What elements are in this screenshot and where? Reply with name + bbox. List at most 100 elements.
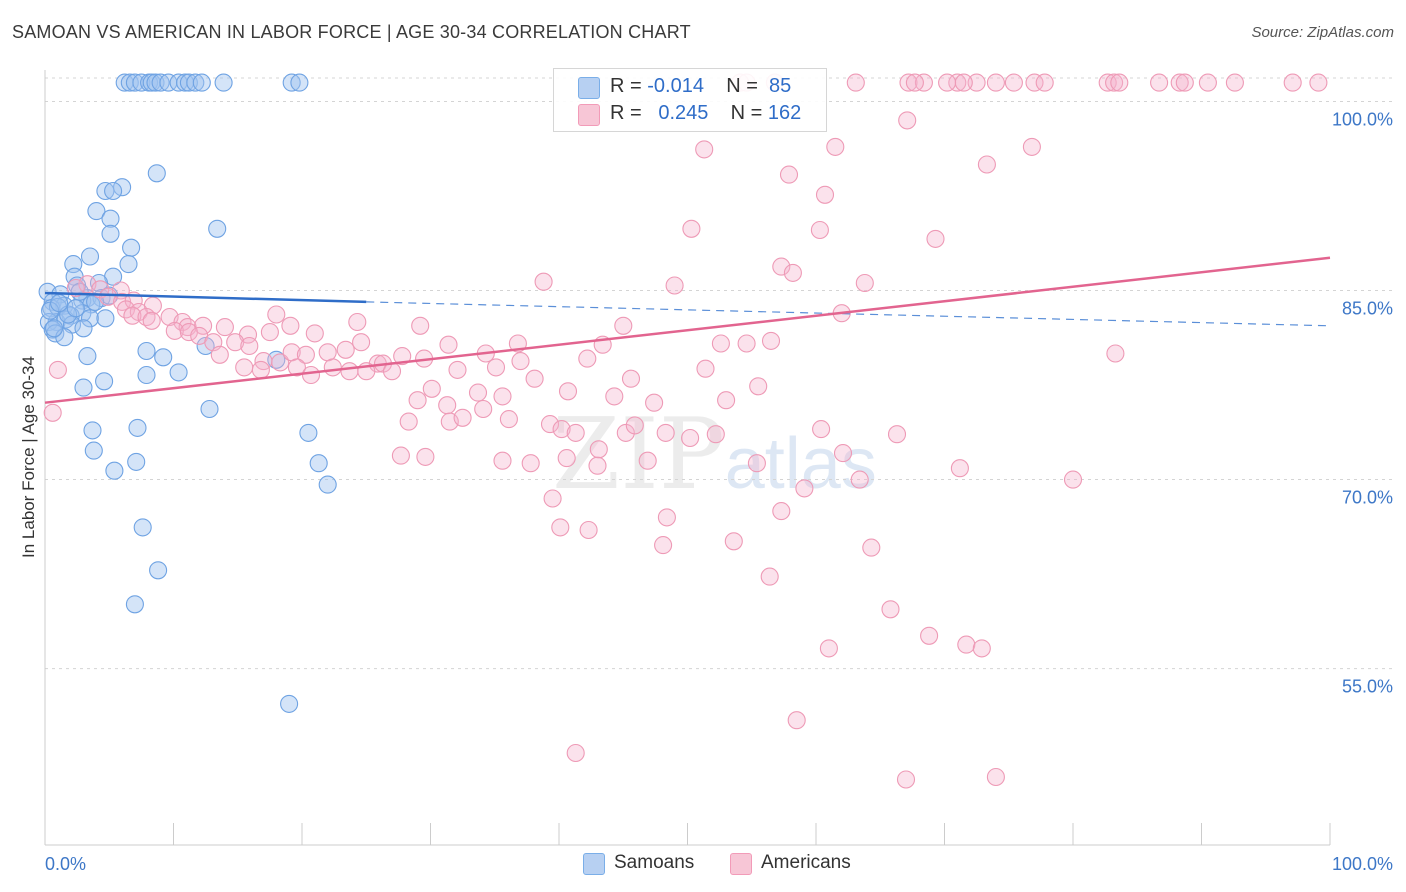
american-point <box>810 220 829 240</box>
american-point <box>493 451 512 470</box>
american-point <box>779 165 799 184</box>
american-point <box>950 459 969 478</box>
american-point <box>1175 73 1194 92</box>
samoan-point <box>55 328 74 347</box>
x-tick-label-max: 100.0% <box>1332 854 1393 874</box>
samoan-point <box>101 209 120 228</box>
legend-n-value: 162 <box>767 102 802 124</box>
american-point <box>737 334 756 353</box>
watermark-zip: ZIP <box>552 398 725 512</box>
legend-n-value: 85 <box>769 75 792 97</box>
samoan-point <box>149 561 168 580</box>
american-point <box>296 345 315 364</box>
source-label: Source: ZipAtlas.com <box>1251 24 1394 41</box>
samoan-point <box>80 247 100 266</box>
american-point <box>1106 344 1125 363</box>
legend-swatch-samoans <box>578 77 600 99</box>
american-point <box>251 360 270 379</box>
samoan-point <box>309 454 328 473</box>
american-point <box>724 532 743 551</box>
samoan-point <box>44 319 64 338</box>
american-point <box>948 73 967 92</box>
american-point <box>783 263 802 282</box>
american-point <box>657 508 676 527</box>
watermark: ZIPatlas <box>552 398 877 512</box>
samoan-point <box>154 348 173 367</box>
americans-points <box>43 73 1328 789</box>
american-point <box>815 185 835 204</box>
american-point <box>1035 73 1054 92</box>
american-point <box>215 318 234 337</box>
samoan-point <box>78 347 97 366</box>
american-point <box>1004 73 1023 92</box>
samoan-point <box>84 441 103 460</box>
american-point <box>336 340 355 359</box>
american-point <box>235 358 254 377</box>
american-point <box>986 767 1005 787</box>
american-point <box>468 383 488 402</box>
american-point <box>493 387 512 406</box>
american-point <box>972 639 991 658</box>
samoan-point <box>122 238 141 257</box>
american-point <box>1022 137 1041 156</box>
american-point <box>579 520 598 540</box>
axes <box>44 70 1331 846</box>
american-point <box>772 502 791 521</box>
samoan-point <box>119 255 138 274</box>
samoan-point <box>282 73 301 92</box>
samoan-point <box>146 73 165 92</box>
american-point <box>305 324 324 343</box>
american-point <box>588 456 607 475</box>
american-point <box>391 446 410 465</box>
american-point <box>920 626 939 645</box>
american-point <box>123 306 142 325</box>
american-point <box>986 73 1005 92</box>
x-tick-label-min: 0.0% <box>45 854 86 874</box>
american-point <box>267 305 286 324</box>
american-point <box>717 391 736 410</box>
american-point <box>706 425 725 444</box>
american-point <box>281 316 300 335</box>
american-point <box>408 391 427 410</box>
american-point <box>1309 73 1328 92</box>
american-point <box>43 403 62 422</box>
american-point <box>605 387 624 406</box>
watermark-atlas: atlas <box>724 424 877 504</box>
american-point <box>747 454 766 473</box>
american-point <box>850 470 869 489</box>
samoan-point <box>127 452 146 471</box>
american-point <box>260 323 279 342</box>
american-point <box>348 312 367 332</box>
samoans-points <box>38 73 337 713</box>
american-point <box>761 331 781 350</box>
samoan-point <box>89 273 109 293</box>
american-point <box>179 323 198 342</box>
american-point <box>287 358 306 377</box>
american-point <box>760 567 779 586</box>
american-point <box>665 276 684 295</box>
american-point <box>271 353 290 372</box>
samoan-point <box>169 363 188 382</box>
american-point <box>551 518 570 537</box>
american-point <box>1198 73 1217 92</box>
american-point <box>926 229 945 248</box>
american-point <box>833 444 853 463</box>
american-point <box>654 536 673 555</box>
y-tick-label: 85.0% <box>1342 299 1393 319</box>
y-tick-label: 55.0% <box>1342 677 1393 697</box>
american-point <box>967 73 986 92</box>
american-point <box>557 449 576 468</box>
american-point <box>552 420 571 439</box>
american-point <box>448 360 467 379</box>
american-point <box>1283 73 1302 92</box>
american-point <box>540 415 560 434</box>
american-point <box>416 447 435 466</box>
samoan-point <box>96 309 115 328</box>
american-point <box>896 770 916 789</box>
samoan-point <box>125 595 144 614</box>
american-point <box>682 219 701 238</box>
american-point <box>66 278 85 298</box>
samoan-point <box>80 309 100 328</box>
american-point <box>422 379 441 398</box>
